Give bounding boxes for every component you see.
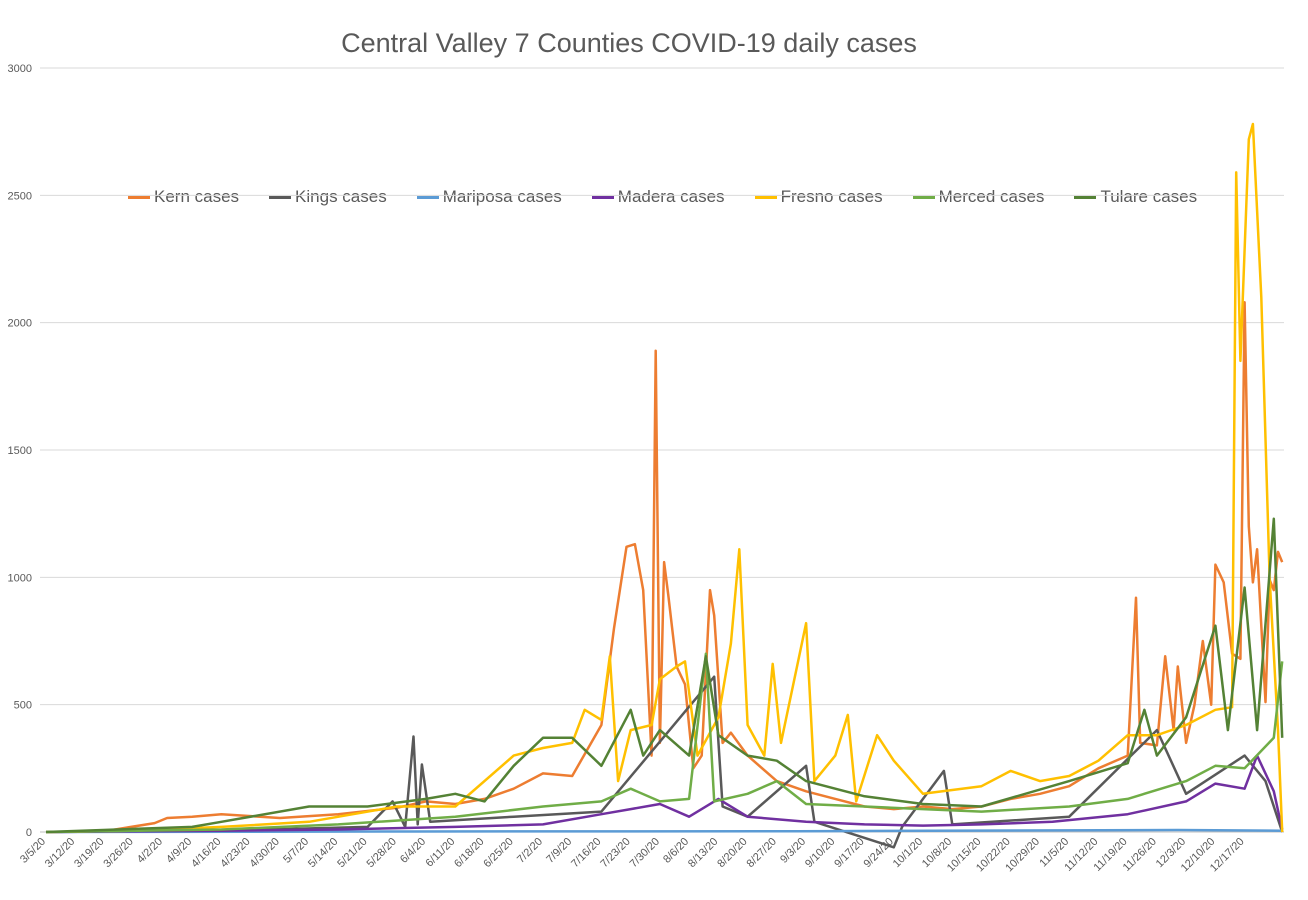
x-tick-label: 5/28/20: [364, 836, 398, 870]
legend-label: Merced cases: [938, 187, 1045, 206]
chart-title: Central Valley 7 Counties COVID-19 daily…: [341, 28, 917, 58]
legend-label: Kings cases: [295, 187, 387, 206]
y-tick-label: 0: [26, 827, 32, 839]
x-tick-label: 4/2/20: [135, 836, 165, 866]
x-tick-label: 4/30/20: [248, 836, 282, 870]
x-tick-label: 9/10/20: [803, 836, 837, 870]
legend-item: Tulare cases: [1074, 186, 1197, 208]
x-tick-label: 3/26/20: [101, 836, 135, 870]
y-tick-label: 1000: [8, 572, 32, 584]
legend-swatch: [912, 195, 935, 199]
y-tick-label: 2000: [8, 318, 32, 330]
legend-swatch: [591, 195, 614, 199]
legend-item: Kings cases: [269, 186, 387, 208]
x-tick-label: 6/25/20: [481, 836, 515, 870]
legend-item: Mariposa cases: [416, 186, 562, 208]
x-tick-label: 6/11/20: [424, 836, 458, 870]
legend-swatch: [128, 195, 150, 199]
y-tick-label: 1500: [8, 445, 32, 457]
legend-swatch: [269, 195, 292, 199]
legend: Kern cases Kings cases Mariposa cases Mader…: [128, 186, 1227, 208]
x-tick-label: 3/19/20: [72, 836, 106, 870]
legend-label: Mariposa cases: [442, 187, 562, 206]
x-tick-label: 7/16/20: [569, 836, 603, 870]
x-tick-label: 9/17/20: [832, 836, 866, 870]
series-line-madera-cases: [45, 754, 1284, 834]
legend-swatch: [416, 195, 439, 199]
legend-item: Merced cases: [912, 186, 1045, 208]
x-tick-label: 7/23/20: [598, 836, 632, 870]
series-line-mariposa-cases: [45, 828, 1283, 834]
legend-label: Kern cases: [154, 187, 240, 206]
series-line-kern-cases: [45, 301, 1284, 834]
legend-swatch: [1074, 195, 1097, 199]
x-tick-label: 5/21/20: [335, 836, 369, 870]
y-tick-label: 2500: [8, 190, 32, 202]
series-line-merced-cases: [45, 652, 1284, 834]
x-tick-label: 6/18/20: [452, 836, 486, 870]
x-tick-label: 7/30/20: [628, 836, 662, 870]
x-tick-label: 4/23/20: [218, 836, 252, 870]
legend-item: Fresno cases: [754, 186, 883, 208]
series-line-fresno-cases: [45, 122, 1284, 834]
x-tick-label: 3/12/20: [43, 836, 77, 870]
legend-label: Tulare cases: [1100, 187, 1198, 206]
x-tick-label: 4/16/20: [189, 836, 223, 870]
series-line-kings-cases: [45, 675, 1284, 849]
legend-label: Madera cases: [617, 187, 725, 206]
legend-swatch: [754, 195, 777, 199]
series-line-tulare-cases: [45, 517, 1284, 834]
x-tick-label: 9/24/20: [861, 836, 895, 870]
y-tick-label: 500: [14, 700, 32, 712]
x-tick-label: 8/20/20: [715, 836, 749, 870]
x-tick-label: 7/2/20: [515, 836, 545, 866]
legend-label: Fresno cases: [780, 187, 883, 206]
x-tick-label: 5/14/20: [306, 836, 340, 870]
x-tick-label: 8/13/20: [686, 836, 720, 870]
x-tick-label: 8/27/20: [745, 836, 779, 870]
legend-item: Kern cases: [128, 186, 239, 208]
y-tick-label: 3000: [8, 63, 32, 75]
legend-item: Madera cases: [591, 186, 725, 208]
